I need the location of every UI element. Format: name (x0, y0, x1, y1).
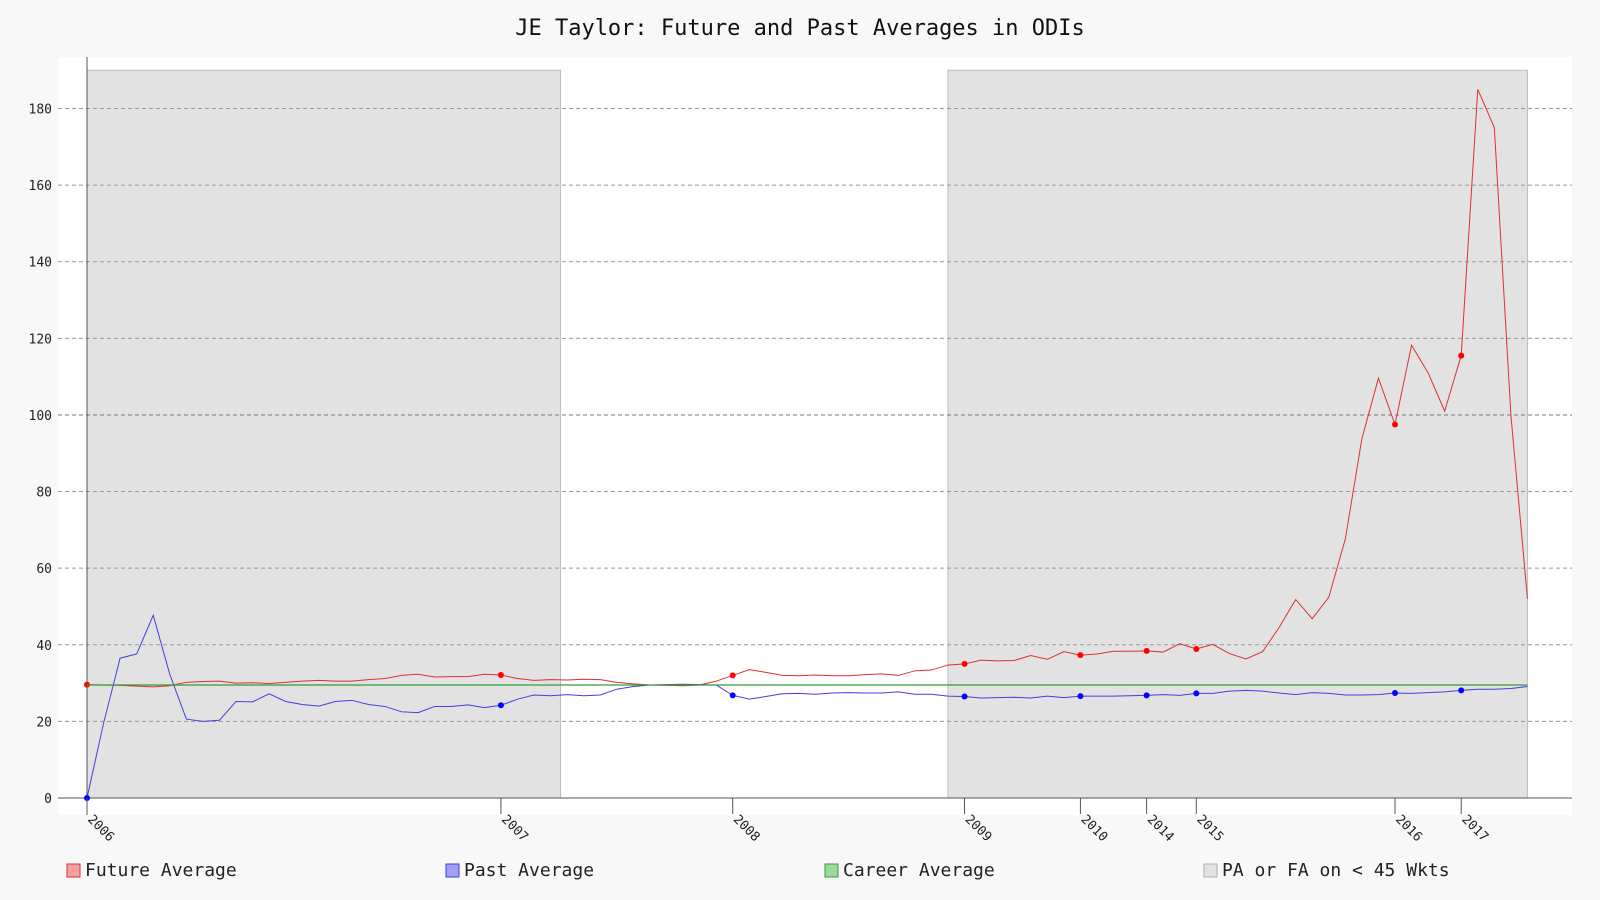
x-tick-label: 2008 (730, 812, 763, 845)
x-tick-label: 2014 (1144, 812, 1177, 845)
x-tick-label: 2016 (1392, 812, 1425, 845)
y-tick-label: 60 (36, 562, 52, 577)
past-average-point (961, 693, 968, 700)
x-tick-label: 2007 (498, 812, 531, 845)
future-average-line (86, 89, 1528, 688)
y-tick-label: 140 (29, 256, 52, 271)
shaded-region-1 (947, 69, 1528, 799)
future-average-point (729, 672, 736, 679)
future-average-point (961, 660, 968, 667)
shaded-regions (86, 69, 1528, 799)
gridlines (58, 108, 1572, 722)
future-average-point (1458, 352, 1465, 359)
past-average-point (1193, 690, 1200, 697)
y-tick-label: 100 (29, 409, 52, 424)
legend: Future Average Past Average Career Average… (66, 860, 1450, 881)
chart-title: JE Taylor: Future and Past Averages in O… (515, 16, 1085, 41)
future-average-point (1193, 645, 1200, 652)
x-tick-label: 2006 (84, 812, 117, 845)
y-ticks: 0 20 40 60 80 100 120 140 160 180 (29, 103, 52, 808)
past-average-point (1077, 693, 1084, 700)
past-average-point (497, 702, 504, 709)
x-tick-label: 2010 (1078, 812, 1111, 845)
y-tick-label: 0 (44, 792, 52, 807)
x-tick-label: 2015 (1193, 812, 1226, 845)
y-tick-label: 120 (29, 332, 52, 347)
y-tick-label: 180 (29, 103, 52, 118)
past-average-line (86, 613, 1528, 799)
future-average-point (497, 672, 504, 679)
x-tick-label: 2009 (962, 812, 995, 845)
legend-label-past-average: Past Average (464, 860, 594, 881)
legend-label-pa-or-fa-on-45-wkts: PA or FA on < 45 Wkts (1222, 860, 1450, 881)
past-average-point (1458, 687, 1465, 694)
legend-swatch-career-average (824, 863, 839, 878)
legend-label-future-average: Future Average (85, 860, 237, 881)
past-average-point (729, 692, 736, 699)
future-average-point (1391, 421, 1398, 428)
legend-label-career-average: Career Average (843, 860, 995, 881)
future-average-point (1143, 647, 1150, 654)
y-tick-label: 160 (29, 179, 52, 194)
future-average-point (1077, 652, 1084, 659)
series (84, 89, 1528, 801)
shaded-region-0 (86, 69, 562, 799)
x-tick-label: 2017 (1458, 812, 1491, 845)
past-average-point (1391, 690, 1398, 697)
y-tick-label: 80 (36, 486, 52, 501)
y-tick-label: 20 (36, 715, 52, 730)
y-tick-label: 40 (36, 639, 52, 654)
axes (58, 57, 1572, 815)
past-average-point (1143, 692, 1150, 699)
legend-swatch-past-average (445, 863, 460, 878)
legend-swatch-future-average (66, 863, 81, 878)
legend-swatch-pa-or-fa-on-45-wkts (1203, 863, 1218, 878)
